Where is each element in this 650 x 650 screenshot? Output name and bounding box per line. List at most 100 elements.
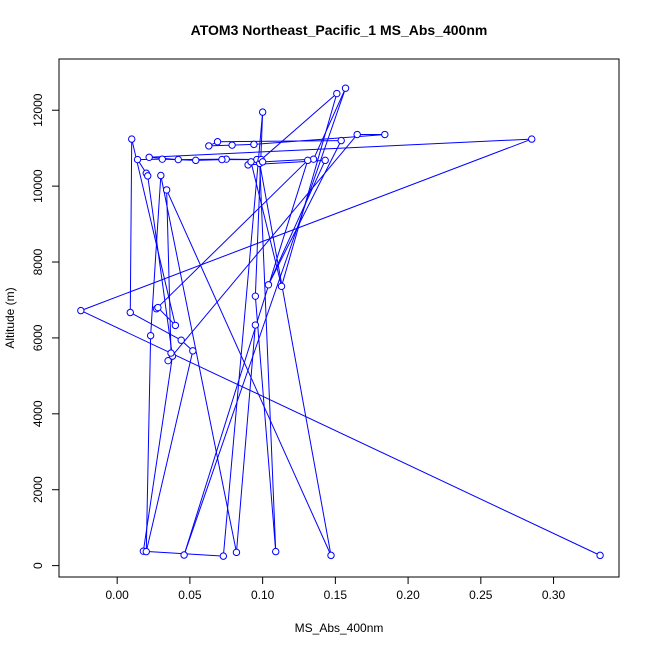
series-segment bbox=[80, 310, 601, 556]
data-point bbox=[232, 548, 241, 557]
data-point bbox=[258, 158, 267, 166]
data-point bbox=[228, 141, 236, 149]
series-segment bbox=[254, 296, 277, 552]
data-point bbox=[251, 292, 260, 300]
y-tick-label: 8000 bbox=[31, 248, 45, 275]
series-segment bbox=[313, 88, 347, 160]
data-point bbox=[218, 155, 226, 164]
data-point bbox=[128, 135, 136, 143]
data-point bbox=[167, 349, 175, 357]
series-segment bbox=[129, 139, 133, 313]
x-tick-label: 0.30 bbox=[542, 588, 566, 602]
y-tick-label: 2000 bbox=[31, 476, 45, 503]
plot-frame bbox=[58, 58, 620, 578]
y-tick-label: 6000 bbox=[31, 324, 45, 351]
series-segment bbox=[145, 350, 194, 552]
data-point bbox=[142, 547, 150, 556]
data-point bbox=[164, 356, 172, 365]
series-segment bbox=[149, 138, 532, 158]
series-segment bbox=[250, 161, 283, 287]
data-point bbox=[180, 551, 188, 559]
data-point bbox=[353, 130, 361, 139]
data-point bbox=[333, 89, 341, 98]
series-segment bbox=[131, 138, 176, 326]
data-point bbox=[251, 321, 260, 329]
data-point bbox=[321, 156, 329, 165]
x-axis: 0.00 0.05 0.10 0.15 0.20 0.25 0.30 bbox=[106, 576, 566, 602]
x-tick-label: 0.20 bbox=[396, 588, 420, 602]
series-segment bbox=[157, 307, 176, 326]
chart-title: ATOM3 Northeast_Pacific_1 MS_Abs_400nm bbox=[191, 22, 488, 38]
data-point bbox=[145, 153, 153, 161]
y-tick-label: 10000 bbox=[31, 169, 45, 203]
data-point bbox=[158, 155, 166, 163]
data-point bbox=[192, 156, 200, 165]
data-point bbox=[596, 551, 604, 560]
data-point bbox=[157, 171, 165, 180]
x-tick-label: 0.25 bbox=[469, 588, 493, 602]
data-point bbox=[327, 551, 335, 560]
data-point bbox=[247, 158, 255, 166]
data-point bbox=[250, 140, 258, 149]
data-point bbox=[381, 130, 389, 139]
series-segment bbox=[268, 140, 342, 286]
data-point bbox=[213, 138, 222, 146]
series-segment bbox=[147, 175, 173, 357]
data-point bbox=[189, 347, 197, 355]
series-segment bbox=[195, 159, 222, 161]
y-tick-label: 4000 bbox=[31, 400, 45, 427]
x-tick-label: 0.10 bbox=[251, 588, 275, 602]
y-tick-label: 12000 bbox=[31, 93, 45, 127]
series-segment bbox=[217, 140, 342, 143]
series-segment bbox=[130, 312, 182, 341]
data-point bbox=[146, 331, 155, 340]
y-axis: 0 2000 4000 6000 8000 10000 12000 bbox=[31, 93, 60, 569]
series-segment bbox=[259, 163, 277, 552]
data-point bbox=[337, 136, 345, 145]
series-segment bbox=[166, 189, 172, 354]
series-segment bbox=[222, 112, 264, 557]
data-point bbox=[258, 108, 267, 116]
series-segment bbox=[150, 175, 162, 336]
data-point bbox=[528, 135, 536, 143]
data-point bbox=[126, 308, 134, 317]
series-segment bbox=[235, 324, 256, 553]
data-point bbox=[77, 306, 85, 315]
data-point bbox=[272, 547, 280, 556]
series-segment bbox=[183, 88, 347, 556]
series-segment bbox=[259, 163, 332, 556]
series-segment bbox=[160, 175, 237, 553]
series-segment bbox=[145, 335, 152, 552]
x-tick-label: 0.00 bbox=[106, 588, 130, 602]
x-tick-label: 0.05 bbox=[178, 588, 202, 602]
series-segment bbox=[253, 134, 385, 145]
series-segment bbox=[254, 112, 264, 297]
data-point bbox=[205, 142, 213, 150]
series-segment bbox=[281, 93, 338, 287]
data-point bbox=[154, 303, 162, 312]
series-points bbox=[77, 84, 604, 560]
x-tick-label: 0.15 bbox=[324, 588, 348, 602]
series-segment bbox=[260, 93, 338, 160]
series-segment bbox=[183, 160, 309, 556]
series-segment bbox=[267, 160, 326, 286]
data-point bbox=[174, 155, 182, 164]
data-point bbox=[219, 552, 228, 560]
data-point bbox=[309, 155, 318, 163]
data-point bbox=[304, 156, 312, 165]
data-point bbox=[162, 186, 171, 194]
data-point bbox=[133, 155, 142, 164]
x-axis-label: MS_Abs_400nm bbox=[295, 621, 384, 635]
series-segment bbox=[166, 189, 332, 556]
series-segment bbox=[156, 159, 309, 310]
data-point bbox=[277, 282, 286, 291]
series-segment bbox=[80, 138, 532, 312]
y-axis-label: Altitude (m) bbox=[3, 287, 17, 348]
series-segment bbox=[142, 356, 173, 552]
data-point bbox=[341, 84, 350, 92]
y-tick-label: 0 bbox=[31, 562, 45, 569]
data-point bbox=[177, 336, 185, 344]
series-segment bbox=[208, 144, 233, 147]
data-point bbox=[171, 321, 180, 330]
